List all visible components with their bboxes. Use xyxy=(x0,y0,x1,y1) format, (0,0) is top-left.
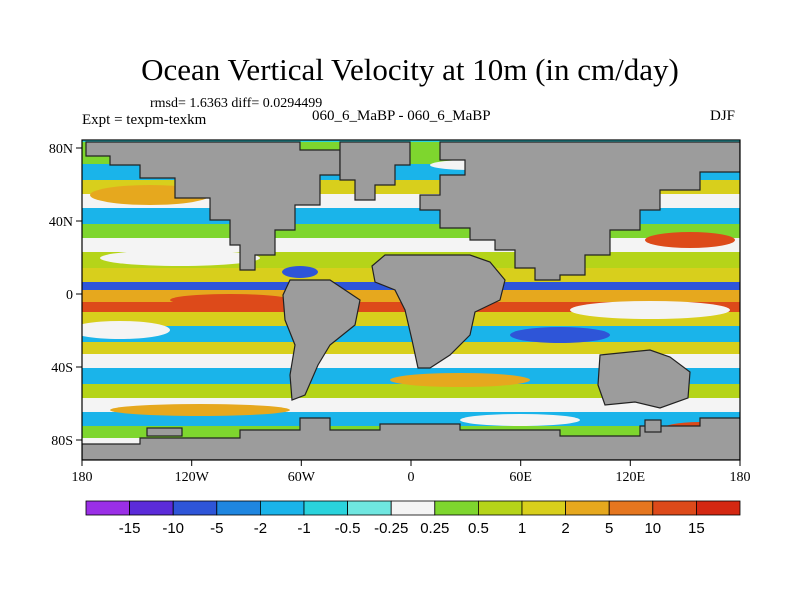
land-mask xyxy=(82,141,740,460)
x-tick-label: 0 xyxy=(408,470,415,485)
x-tick-label: 60E xyxy=(509,470,532,485)
colorbar-swatch xyxy=(652,500,697,516)
colorbar-label: 15 xyxy=(688,520,705,537)
colorbar-swatch xyxy=(216,500,261,516)
colorbar-label: 5 xyxy=(605,520,613,537)
figure-title: Ocean Vertical Velocity at 10m (in cm/da… xyxy=(141,52,679,87)
colorbar-label: 0.5 xyxy=(468,520,489,537)
x-tick-label: 60W xyxy=(288,470,316,485)
x-tick-label: 120W xyxy=(175,470,210,485)
colorbar-swatch xyxy=(390,500,436,516)
colorbar-swatch xyxy=(172,500,218,516)
colorbar-swatch xyxy=(303,500,348,516)
colorbar-label: -1 xyxy=(297,520,310,537)
colorbar: -15 -10 -5 -2 -1 -0.5 -0.25 0.25 0.5 1 2 5 10 15 xyxy=(85,500,741,537)
y-tick-label: 40N xyxy=(49,215,73,230)
axis-ticks xyxy=(76,147,741,466)
y-tick-label: 80N xyxy=(49,142,73,157)
colorbar-swatch xyxy=(696,500,741,516)
colorbar-label: -2 xyxy=(254,520,267,537)
y-tick-label: 0 xyxy=(66,288,73,303)
x-tick-label: 180 xyxy=(730,470,751,485)
colorbar-swatch xyxy=(477,500,523,516)
colorbar-swatch xyxy=(129,500,174,516)
colorbar-swatch xyxy=(608,500,654,516)
colorbar-label: -10 xyxy=(162,520,184,537)
colorbar-label: 0.25 xyxy=(420,520,449,537)
subtitle-label: 060_6_MaBP - 060_6_MaBP xyxy=(312,108,491,124)
colorbar-swatch xyxy=(521,500,566,516)
season-label: DJF xyxy=(710,108,736,124)
x-axis-labels: 180 120W 60W 0 60E 120E 180 xyxy=(72,470,751,485)
y-tick-label: 80S xyxy=(51,434,73,449)
colorbar-swatch xyxy=(259,500,305,516)
colorbar-label: -0.25 xyxy=(374,520,408,537)
colorbar-label: -15 xyxy=(119,520,141,537)
colorbar-label: -5 xyxy=(210,520,223,537)
x-tick-label: 120E xyxy=(616,470,646,485)
x-tick-label: 180 xyxy=(72,470,93,485)
colorbar-label: 10 xyxy=(644,520,661,537)
stats-label: rmsd= 1.6363 diff= 0.0294499 xyxy=(150,96,323,111)
colorbar-label: 2 xyxy=(561,520,569,537)
colorbar-swatch xyxy=(565,500,610,516)
colorbar-swatch xyxy=(434,500,479,516)
colorbar-label: -0.5 xyxy=(335,520,361,537)
colorbar-swatch xyxy=(347,500,392,516)
colorbar-swatch xyxy=(85,500,130,516)
y-tick-label: 40S xyxy=(51,361,73,376)
colorbar-label: 1 xyxy=(518,520,526,537)
y-axis-labels: 80N 40N 0 40S 80S xyxy=(49,142,73,449)
experiment-label: Expt = texpm-texkm xyxy=(82,112,207,128)
